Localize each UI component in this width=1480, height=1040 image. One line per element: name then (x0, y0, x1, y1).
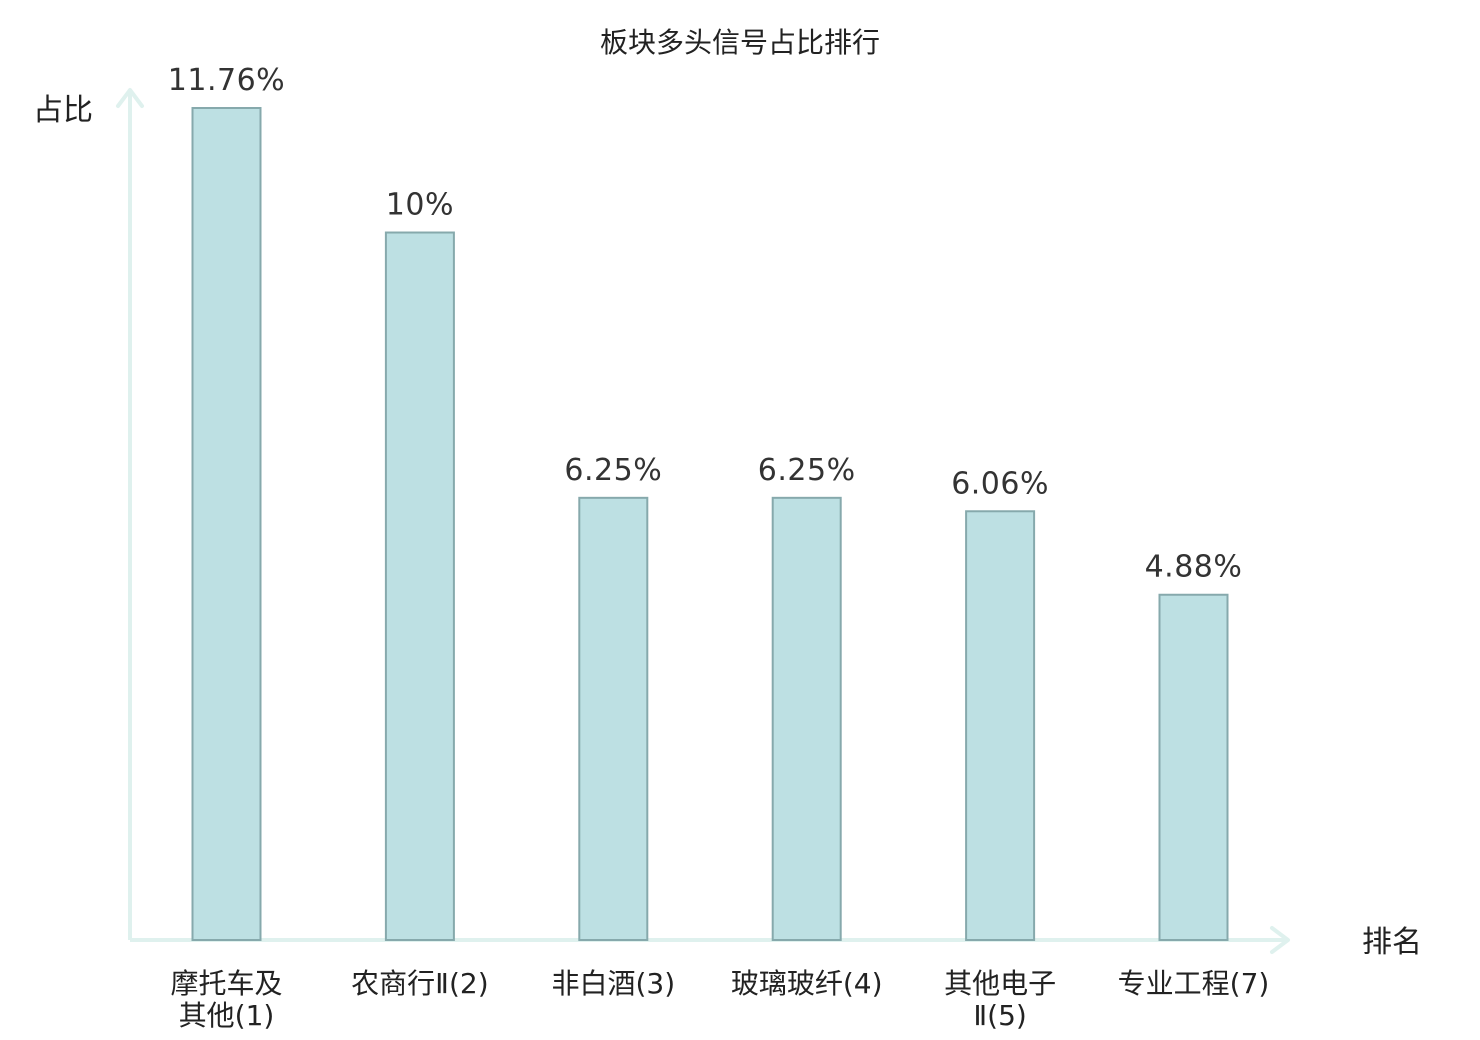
category-label-4: 玻璃玻纤(4) (731, 967, 883, 1000)
bar-3 (578, 496, 649, 941)
value-label-3: 6.25% (564, 453, 662, 488)
category-label-3: 非白酒(3) (551, 967, 675, 1000)
value-label-6: 4.88% (1145, 550, 1243, 585)
bar-6 (1158, 593, 1229, 941)
category-label-5: 其他电子 Ⅱ(5) (944, 967, 1056, 1032)
y-axis (116, 88, 144, 940)
x-axis (130, 926, 1290, 954)
value-label-2: 10% (386, 188, 454, 223)
category-label-6: 专业工程(7) (1118, 967, 1270, 1000)
value-labels-group: 11.76% 10% 6.25% 6.25% 6.06% 4.88% (168, 63, 1243, 585)
bar-2 (384, 231, 455, 941)
category-labels-group: 摩托车及其他(1) 农商行Ⅱ(2) 非白酒(3) 玻璃玻纤(4) 其他电子 Ⅱ(5) 专业工… (170, 967, 1269, 1032)
bar-5 (965, 510, 1036, 941)
bars-group (191, 107, 1229, 941)
category-label-1: 摩托车及其他(1) (170, 967, 282, 1032)
value-label-5: 6.06% (951, 466, 1049, 501)
x-axis-label: 排名 (1362, 925, 1422, 960)
bar-1 (191, 107, 262, 941)
value-label-4: 6.25% (758, 453, 856, 488)
value-label-1: 11.76% (168, 63, 285, 98)
bar-4 (771, 496, 842, 941)
category-label-2: 农商行Ⅱ(2) (351, 967, 488, 1000)
chart-title: 板块多头信号占比排行 (600, 26, 880, 59)
y-axis-label: 占比 (33, 93, 93, 128)
